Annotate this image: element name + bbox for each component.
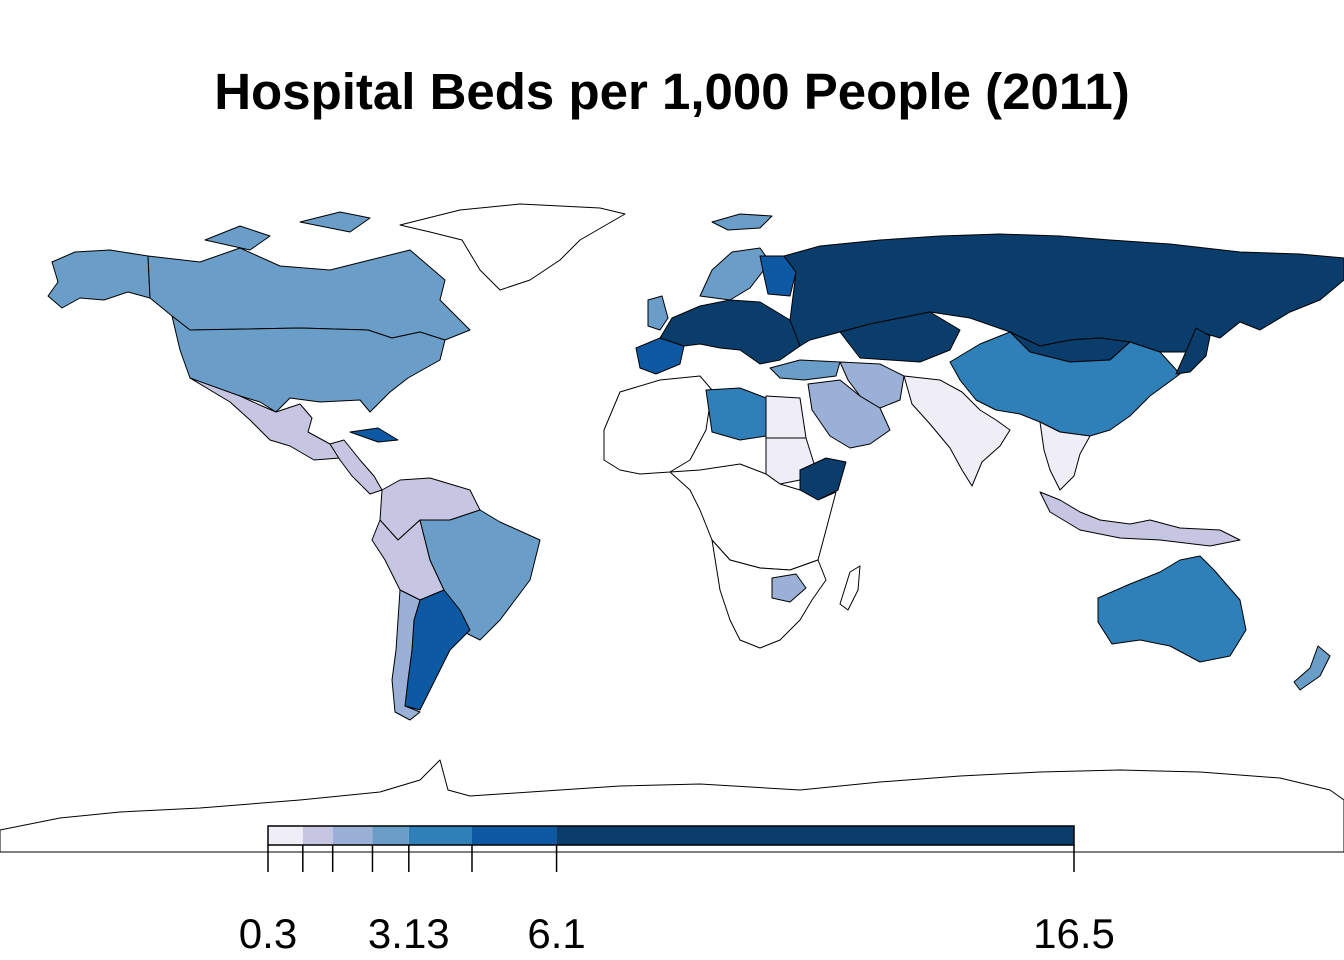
region-iceland <box>711 213 773 231</box>
region-indonesia <box>1039 491 1241 547</box>
region-uk <box>647 295 669 331</box>
region-japan <box>1175 327 1211 375</box>
region-central-america <box>329 439 383 495</box>
legend-tick-label: 3.13 <box>368 910 450 957</box>
legend: 0.3 3.13 6.1 16.5 <box>0 825 1344 957</box>
region-middle-east <box>807 379 891 449</box>
region-canada <box>147 211 471 341</box>
legend-bin <box>332 826 373 845</box>
legend-tick-label: 6.1 <box>527 910 585 957</box>
legend-bin <box>408 826 472 845</box>
legend-tick-label: 0.3 <box>239 910 297 957</box>
region-southern-africa <box>711 539 827 649</box>
region-egypt <box>765 395 807 439</box>
legend-frame <box>267 825 1075 846</box>
map-title: Hospital Beds per 1,000 People (2011) <box>214 63 1130 120</box>
legend-bin <box>556 826 1074 845</box>
region-libya <box>705 387 767 441</box>
region-zimbabwe <box>771 573 807 603</box>
region-turkey <box>769 359 841 381</box>
legend-bin <box>268 826 303 845</box>
region-alaska <box>47 249 151 309</box>
region-north-africa <box>603 375 713 475</box>
region-india <box>903 375 1011 487</box>
region-chile <box>391 589 421 721</box>
region-australia <box>1097 555 1247 663</box>
region-iran <box>839 361 905 409</box>
legend-tick-label: 16.5 <box>1033 910 1115 957</box>
region-china <box>949 331 1181 437</box>
region-cuba <box>349 427 399 443</box>
region-central-africa <box>669 463 837 571</box>
region-madagascar <box>839 565 861 611</box>
region-southeast-asia <box>1039 421 1091 491</box>
legend-bin <box>302 826 333 845</box>
region-kazakhstan <box>839 311 961 363</box>
legend-bin <box>471 826 557 845</box>
region-greenland <box>399 203 626 291</box>
region-new-zealand <box>1293 645 1331 691</box>
legend-bin <box>372 826 409 845</box>
region-central-europe <box>659 299 801 365</box>
region-scandinavia <box>699 247 771 301</box>
